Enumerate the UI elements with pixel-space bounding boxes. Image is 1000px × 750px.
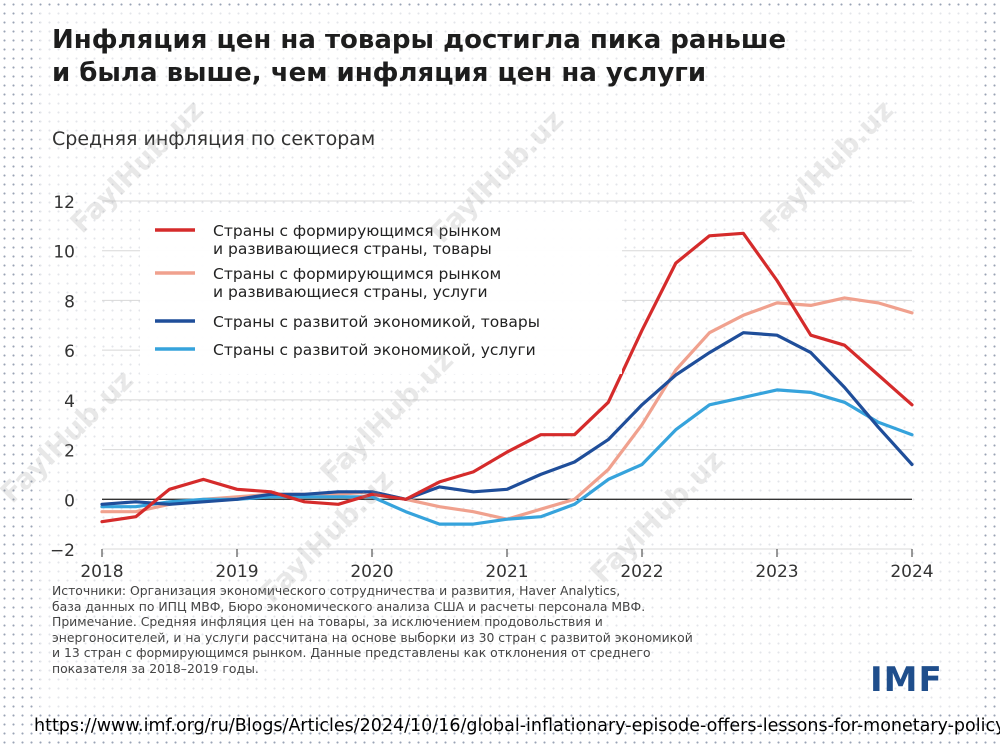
- legend-label: и развивающиеся страны, товары: [213, 240, 492, 258]
- imf-logo: IMF: [870, 660, 943, 700]
- y-tick-label: 6: [64, 342, 75, 362]
- title-line-2: и была выше, чем инфляция цен на услуги: [52, 58, 707, 88]
- source-url[interactable]: https://www.imf.org/ru/Blogs/Articles/20…: [34, 716, 1000, 736]
- series-line: [100, 331, 914, 506]
- x-tick-label: 2024: [890, 562, 933, 582]
- note-line: Примечание. Средняя инфляция цен на това…: [52, 614, 603, 629]
- x-tick-label: 2022: [620, 562, 663, 582]
- legend-label: Страны с формирующимся рынком: [213, 222, 501, 240]
- source-notes: Источники: Организация экономического со…: [52, 583, 852, 676]
- note-line: показателя за 2018–2019 годы.: [52, 660, 259, 676]
- y-tick-label: 4: [64, 392, 75, 412]
- title-line-1: Инфляция цен на товары достигла пика ран…: [52, 25, 787, 55]
- x-tick-label: 2023: [755, 562, 798, 582]
- y-tick-label: 2: [64, 442, 75, 462]
- series-line: [100, 231, 914, 524]
- legend-box: [140, 212, 622, 374]
- note-line: Источники: Организация экономического со…: [52, 583, 621, 598]
- chart-subtitle: Средняя инфляция по секторам: [52, 128, 376, 150]
- note-line: и 13 стран с формирующимся рынком. Данны…: [52, 645, 651, 660]
- chart-title: Инфляция цен на товары достигла пика ран…: [52, 24, 952, 90]
- y-tick-label: 0: [64, 491, 75, 511]
- y-tick-label: 12: [53, 193, 75, 213]
- series-line: [100, 388, 914, 526]
- y-tick-label: −2: [50, 541, 75, 561]
- note-line: энергоносителей, и на услуги рассчитана …: [52, 629, 693, 645]
- x-tick-label: 2018: [80, 562, 123, 582]
- legend-label: Страны с формирующимся рынком: [213, 265, 501, 283]
- y-tick-label: 8: [64, 292, 75, 312]
- legend-label: Страны с развитой экономикой, товары: [213, 313, 540, 331]
- x-tick-label: 2019: [215, 562, 258, 582]
- note-line: база данных по ИПЦ МВФ, Бюро экономическ…: [52, 598, 646, 614]
- legend-label: Страны с развитой экономикой, услуги: [213, 341, 536, 359]
- x-tick-label: 2020: [350, 562, 393, 582]
- x-tick-label: 2021: [485, 562, 528, 582]
- y-tick-label: 10: [53, 243, 75, 263]
- legend-label: и развивающиеся страны, услуги: [213, 283, 488, 301]
